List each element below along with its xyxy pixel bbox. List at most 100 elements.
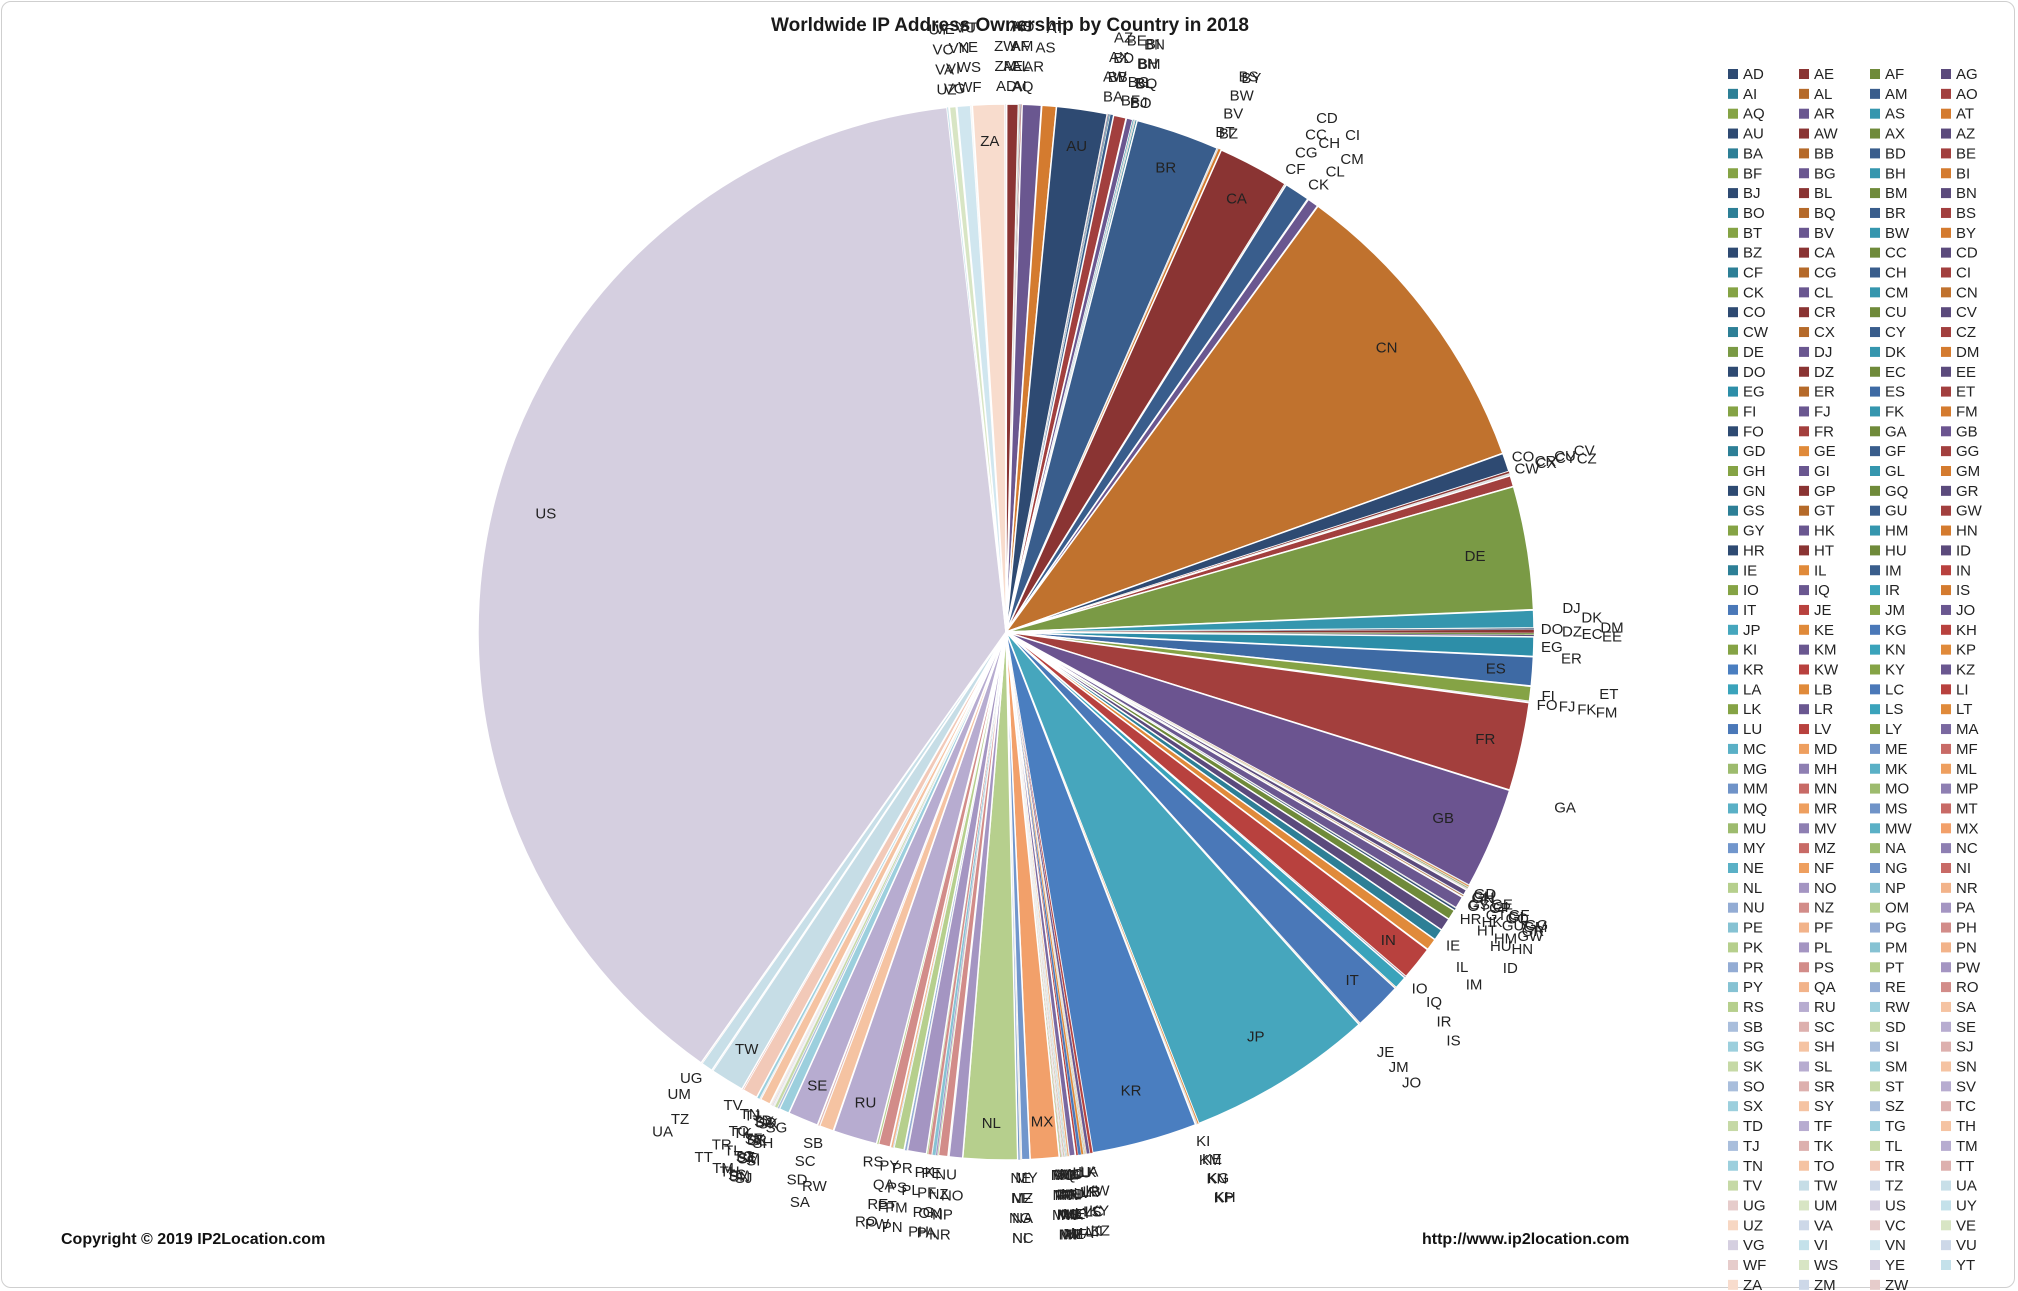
legend-swatch: [1870, 843, 1880, 854]
legend-label: SX: [1743, 1098, 1763, 1115]
legend-swatch: [1941, 704, 1951, 715]
slice-label-mn: MN: [1057, 1187, 1080, 1204]
legend-swatch: [1870, 88, 1880, 99]
slice-label-yt: YT: [958, 19, 977, 36]
slice-label-uz: UZ: [937, 81, 957, 98]
legend-item-ve: VE: [1941, 1217, 1976, 1234]
legend-item-ag: AG: [1941, 66, 1978, 83]
legend-label: VN: [1885, 1237, 1906, 1254]
legend-swatch: [1799, 565, 1809, 576]
legend-swatch: [1799, 466, 1809, 476]
slice-label-ug: UG: [680, 1070, 703, 1087]
legend-swatch: [1799, 406, 1809, 417]
legend-label: AS: [1885, 106, 1905, 123]
slice-label-cz: CZ: [1577, 451, 1597, 468]
legend-item-aq: AQ: [1728, 106, 1765, 123]
slice-label-ir: IR: [1437, 1013, 1452, 1030]
legend-swatch: [1799, 942, 1809, 953]
legend-swatch: [1799, 128, 1809, 139]
slice-label-aw: AW: [1103, 69, 1127, 86]
legend-label: SC: [1814, 1019, 1835, 1036]
legend-item-gf: GF: [1870, 443, 1906, 460]
legend-item-sc: SC: [1799, 1019, 1835, 1036]
legend-item-sg: SG: [1728, 1039, 1765, 1056]
slice-label-bq: BQ: [1136, 76, 1158, 93]
legend-item-gd: GD: [1728, 443, 1766, 460]
slice-label-to: TO: [729, 1123, 750, 1140]
legend: AD AE AF AG AI AL AM AO AQ AR AS AT AU AW AX AZ BA BB BD BE…: [1728, 66, 1983, 1291]
legend-label: NA: [1885, 840, 1906, 857]
slice-label-bz: BZ: [1219, 125, 1238, 142]
legend-swatch: [1799, 704, 1809, 715]
legend-item-st: ST: [1870, 1078, 1904, 1095]
legend-swatch: [1870, 1140, 1880, 1151]
legend-item-as: AS: [1870, 106, 1905, 123]
slice-label-ke: KE: [1202, 1151, 1222, 1168]
legend-label: CO: [1743, 304, 1766, 321]
legend-item-sd: SD: [1870, 1019, 1906, 1036]
legend-item-om: OM: [1870, 900, 1909, 917]
legend-swatch: [1799, 69, 1809, 79]
legend-label: HR: [1743, 542, 1765, 559]
legend-label: PW: [1956, 959, 1981, 976]
legend-label: UY: [1956, 1197, 1977, 1214]
legend-label: MA: [1956, 721, 1979, 738]
legend-label: CX: [1814, 324, 1835, 341]
legend-item-dz: DZ: [1799, 364, 1834, 381]
slice-label-cc: CC: [1305, 127, 1327, 144]
slice-label-kw: KW: [1085, 1183, 1110, 1200]
legend-label: KG: [1885, 622, 1907, 639]
legend-swatch: [1870, 644, 1880, 655]
legend-label: AE: [1814, 66, 1834, 83]
legend-item-gn: GN: [1728, 483, 1766, 500]
slice-label-nz: NZ: [929, 1186, 949, 1203]
legend-item-mg: MG: [1728, 761, 1767, 778]
legend-swatch: [1941, 942, 1951, 953]
legend-item-be: BE: [1941, 145, 1976, 162]
legend-label: SO: [1743, 1078, 1765, 1095]
legend-label: RO: [1956, 979, 1979, 996]
legend-label: EG: [1743, 384, 1765, 401]
legend-item-nf: NF: [1799, 860, 1834, 877]
slice-label-ky: KY: [1089, 1203, 1109, 1220]
legend-swatch: [1728, 803, 1738, 814]
legend-label: JE: [1814, 602, 1832, 619]
legend-label: CV: [1956, 304, 1977, 321]
slice-label-mc: MC: [1060, 1166, 1083, 1183]
legend-item-li: LI: [1941, 681, 1969, 698]
legend-item-tn: TN: [1728, 1158, 1763, 1175]
legend-label: BF: [1743, 165, 1762, 182]
pie-slice-us: [477, 106, 1007, 1065]
legend-swatch: [1870, 108, 1880, 119]
legend-label: TO: [1814, 1158, 1835, 1175]
legend-label: ZW: [1885, 1277, 1909, 1291]
legend-item-mw: MW: [1870, 820, 1912, 837]
legend-swatch: [1941, 247, 1951, 258]
slice-label-bj: BJ: [1130, 94, 1148, 111]
legend-label: BS: [1956, 205, 1976, 222]
legend-label: NZ: [1814, 900, 1834, 917]
slice-label-es: ES: [1486, 661, 1506, 678]
slice-label-ni: NI: [1012, 1230, 1027, 1247]
legend-item-hn: HN: [1941, 523, 1978, 540]
legend-swatch: [1870, 247, 1880, 258]
slice-label-bh: BH: [1137, 55, 1158, 72]
legend-swatch: [1799, 1101, 1809, 1112]
legend-label: BM: [1885, 185, 1908, 202]
legend-label: BO: [1743, 205, 1765, 222]
legend-swatch: [1799, 644, 1809, 655]
legend-swatch: [1799, 843, 1809, 854]
legend-item-no: NO: [1799, 880, 1837, 897]
slice-label-fj: FJ: [1559, 699, 1576, 716]
legend-item-bj: BJ: [1728, 185, 1761, 202]
legend-item-td: TD: [1728, 1118, 1763, 1135]
slice-label-is: IS: [1446, 1033, 1460, 1050]
slice-label-mh: MH: [1059, 1186, 1082, 1203]
legend-item-pr: PR: [1728, 959, 1764, 976]
legend-item-gl: GL: [1870, 463, 1905, 480]
legend-label: ST: [1885, 1078, 1904, 1095]
legend-swatch: [1941, 922, 1951, 933]
legend-swatch: [1728, 1041, 1738, 1052]
pie-slice-labels: AD AE AF AG AI AL AM AO AQ AR AS AT AU AW AX AZ BA BB BDBE…: [535, 18, 1623, 1247]
legend-label: IM: [1885, 562, 1902, 579]
